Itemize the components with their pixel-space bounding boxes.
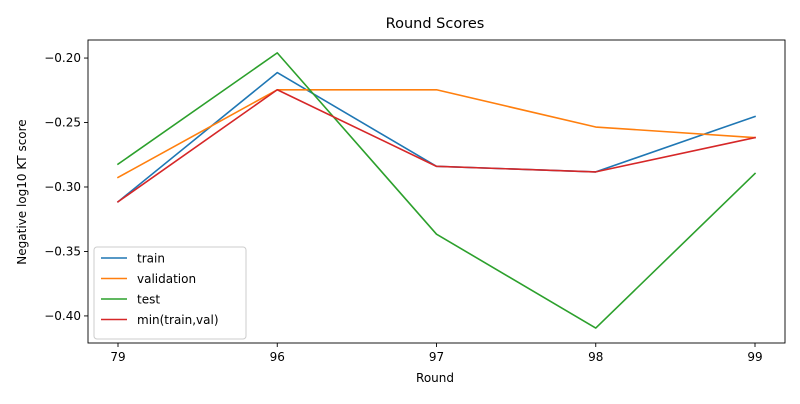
legend-box	[93, 246, 247, 340]
x-tick-label: 98	[588, 350, 603, 364]
x-tick-label: 99	[747, 350, 762, 364]
legend-label-0: train	[137, 252, 165, 266]
x-tick-label: 97	[429, 350, 444, 364]
y-axis-title: Negative log10 KT score	[15, 119, 29, 264]
legend-label-1: validation	[137, 272, 196, 286]
series-line-2	[116, 52, 757, 329]
y-tick-label: −0.25	[44, 116, 81, 130]
chart-title: Round Scores	[386, 16, 485, 32]
series-line-1	[116, 88, 756, 179]
legend-label-3: min(train,val)	[137, 313, 219, 327]
y-tick-label: −0.30	[44, 180, 81, 194]
legend-label-2: test	[137, 293, 160, 307]
series-line-0	[116, 71, 757, 203]
x-tick-label: 96	[270, 350, 285, 364]
y-tick-label: −0.40	[44, 309, 81, 323]
y-tick-label: −0.20	[44, 51, 81, 65]
x-axis-title: Round	[416, 371, 454, 385]
x-tick-label: 79	[110, 350, 125, 364]
y-tick-label: −0.35	[44, 244, 81, 258]
legend: train validation test min(train,val)	[93, 246, 247, 340]
plot-area: 79 96 97 98 99 −0.20 −0.25 −0.30 −0.35 −0.40	[44, 39, 786, 364]
series-line-3	[116, 88, 756, 203]
